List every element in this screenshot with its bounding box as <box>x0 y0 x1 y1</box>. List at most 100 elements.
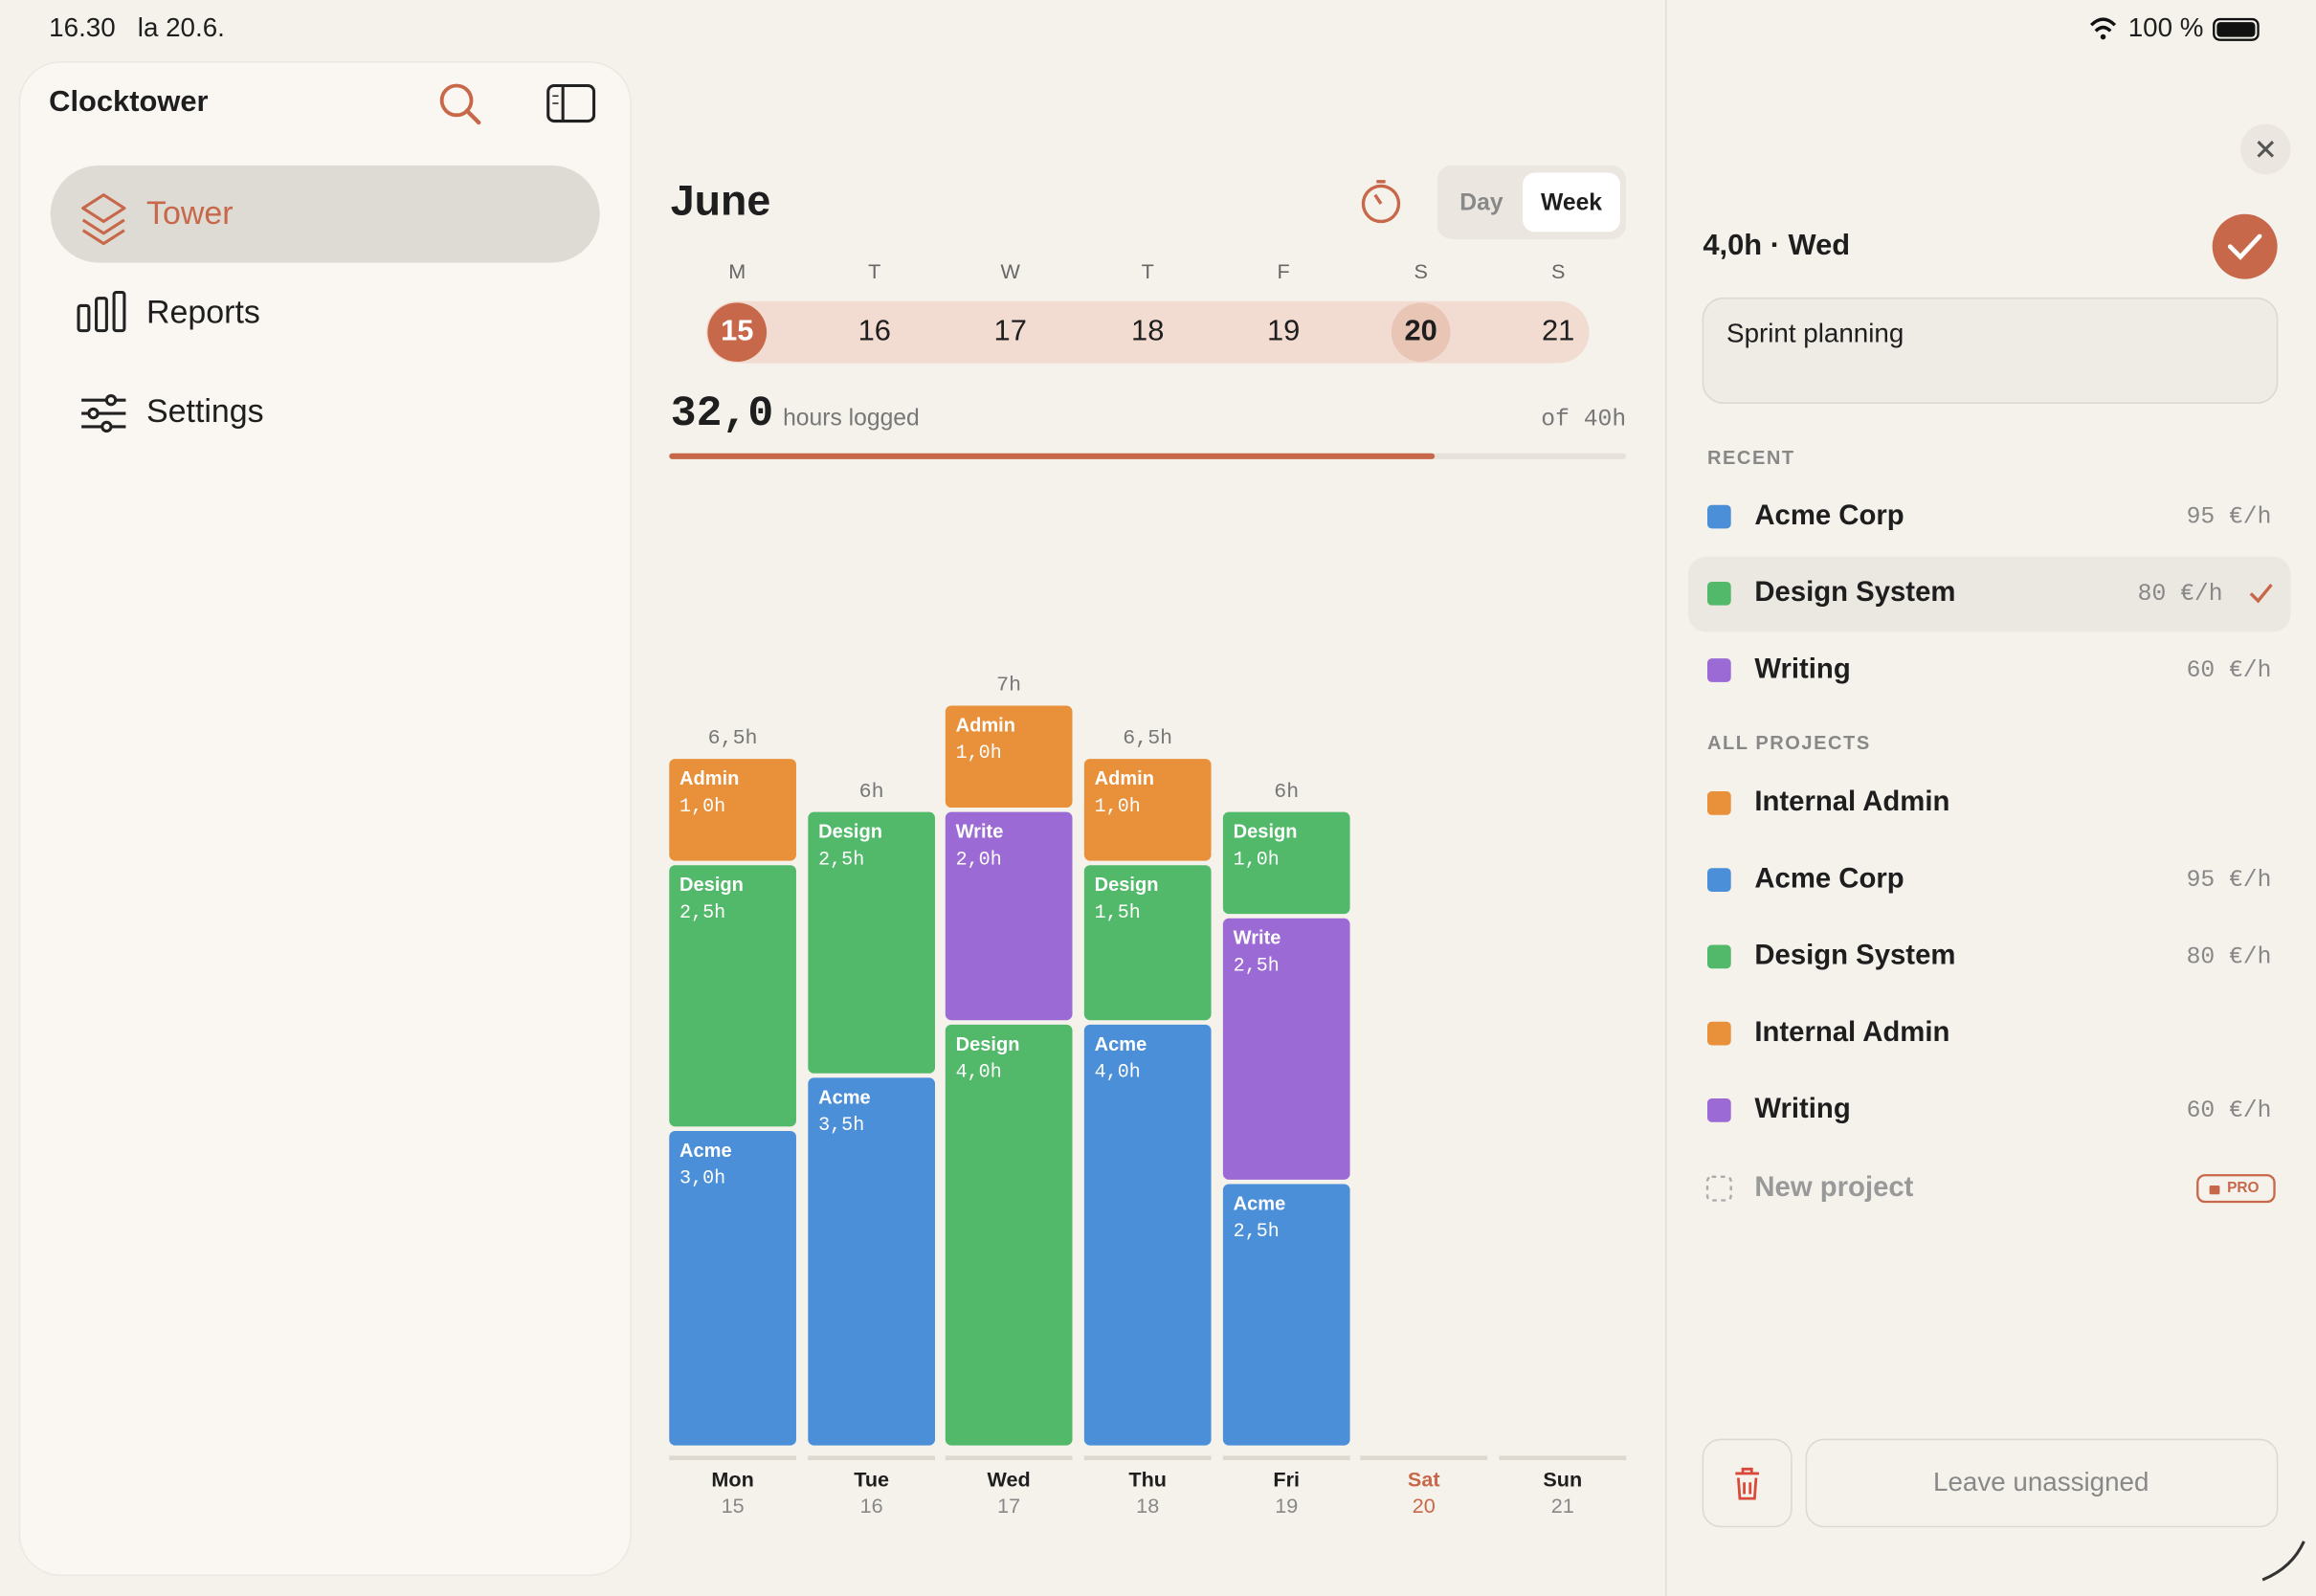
time-block[interactable] <box>1083 865 1212 1021</box>
pro-label: PRO <box>2227 1180 2259 1196</box>
day-baseline <box>1083 1455 1212 1461</box>
app-title: Clocktower <box>49 84 208 118</box>
confirm-button[interactable] <box>2212 213 2278 279</box>
day-baseline <box>808 1455 936 1461</box>
block-project: Design <box>1234 822 1298 843</box>
time-block[interactable] <box>1083 759 1212 861</box>
hours-unit: hours logged <box>783 406 920 432</box>
project-swatch <box>1707 658 1731 682</box>
block-project: Acme <box>679 1141 732 1162</box>
nav-item[interactable]: Reports <box>146 295 260 331</box>
project-rate: 80 €/h <box>2138 581 2223 608</box>
time-block[interactable] <box>945 1024 1073 1446</box>
nav-item[interactable]: Tower <box>146 195 234 232</box>
block-hours: 4,0h <box>1095 1062 1141 1084</box>
block-project: Admin <box>1095 768 1154 789</box>
project-name[interactable]: Internal Admin <box>1754 1016 1949 1048</box>
block-hours: 1,0h <box>956 743 1002 765</box>
project-name[interactable]: Internal Admin <box>1754 786 1949 817</box>
mode-selected[interactable] <box>1523 172 1620 233</box>
day-name: Thu <box>1128 1467 1167 1491</box>
project-rate: 95 €/h <box>2187 867 2272 894</box>
week-strip <box>705 300 1590 364</box>
project-row-selected[interactable] <box>1687 556 2291 632</box>
block-hours: 3,5h <box>818 1115 864 1137</box>
entry-title: 4,0h · Wed <box>1703 228 1850 261</box>
date-cell[interactable]: 17 <box>994 313 1027 346</box>
time-block[interactable] <box>808 811 936 1074</box>
close-button[interactable] <box>2240 123 2291 175</box>
note-text: Sprint planning <box>1726 319 1904 348</box>
block-project: Write <box>956 822 1004 843</box>
date-cell[interactable]: 15 <box>721 313 753 346</box>
time-block[interactable] <box>1222 918 1350 1180</box>
sidebar <box>18 61 632 1577</box>
section-heading: ALL PROJECTS <box>1707 733 1871 754</box>
project-swatch <box>1707 504 1731 529</box>
new-project[interactable]: New project <box>1754 1171 1913 1203</box>
delete-button[interactable] <box>1702 1438 1793 1528</box>
status-battery: 100 % <box>2128 12 2204 42</box>
project-name[interactable]: Writing <box>1754 1093 1850 1124</box>
time-block[interactable] <box>1222 1184 1350 1446</box>
block-project: Admin <box>956 715 1015 736</box>
block-hours: 2,5h <box>818 849 864 871</box>
block-project: Acme <box>1234 1193 1286 1214</box>
date-cell[interactable]: 21 <box>1542 313 1574 346</box>
project-rate: 60 €/h <box>2187 657 2272 684</box>
block-hours: 4,0h <box>956 1062 1002 1084</box>
date-cell[interactable]: 19 <box>1267 313 1300 346</box>
corner-handle <box>2261 1541 2305 1582</box>
tower-icon <box>81 193 126 246</box>
day-total: 6,5h <box>1123 727 1172 750</box>
battery-icon <box>2213 17 2260 41</box>
project-rate: 80 €/h <box>2187 943 2272 970</box>
sidebar-toggle[interactable] <box>546 83 596 123</box>
project-swatch <box>1707 868 1731 892</box>
leave-unassigned: Leave unassigned <box>1933 1467 2149 1496</box>
timer-button[interactable] <box>1361 180 1401 224</box>
project-name[interactable]: Design System <box>1754 940 1955 971</box>
nav-item[interactable]: Settings <box>146 393 264 430</box>
weekday-letter: M <box>728 259 746 283</box>
weekday-letter: F <box>1278 259 1290 283</box>
today-marker <box>707 302 768 363</box>
block-project: Acme <box>818 1087 871 1108</box>
project-name[interactable]: Acme Corp <box>1754 862 1904 894</box>
mode-option: Day <box>1459 189 1503 215</box>
time-block[interactable] <box>669 759 796 861</box>
weekday-letter: S <box>1551 259 1565 283</box>
status-date: la 20.6. <box>138 12 225 42</box>
time-block[interactable] <box>1222 811 1350 915</box>
selected-date-marker <box>1391 302 1451 363</box>
time-block[interactable] <box>669 1130 796 1446</box>
weekday-letter: T <box>868 259 880 283</box>
day-baseline <box>945 1455 1073 1461</box>
search-button[interactable] <box>439 83 481 125</box>
day-name: Sat <box>1408 1467 1440 1491</box>
date-cell[interactable]: 20 <box>1404 313 1436 346</box>
project-swatch <box>1707 581 1731 606</box>
project-name[interactable]: Design System <box>1754 576 1955 608</box>
project-name[interactable]: Acme Corp <box>1754 499 1904 531</box>
day-baseline <box>1499 1455 1627 1461</box>
date-cell[interactable]: 18 <box>1131 313 1164 346</box>
time-block[interactable] <box>808 1077 936 1446</box>
project-rate: 95 €/h <box>2187 504 2272 531</box>
hours-logged: 32,0 <box>671 390 773 438</box>
day-date: 21 <box>1551 1494 1574 1518</box>
block-hours: 2,0h <box>956 849 1002 871</box>
time-block[interactable] <box>945 705 1073 809</box>
block-project: Design <box>1095 875 1159 896</box>
time-block[interactable] <box>669 865 796 1127</box>
note-field[interactable] <box>1702 297 2279 405</box>
project-name[interactable]: Writing <box>1754 653 1850 684</box>
leave-unassigned-button[interactable] <box>1805 1438 2279 1528</box>
progress-fill <box>669 453 1436 459</box>
day-total: 6h <box>859 781 884 804</box>
time-block[interactable] <box>1083 1024 1212 1446</box>
time-block[interactable] <box>945 811 1073 1021</box>
date-cell[interactable]: 16 <box>858 313 891 346</box>
nav-selected[interactable] <box>50 165 600 263</box>
